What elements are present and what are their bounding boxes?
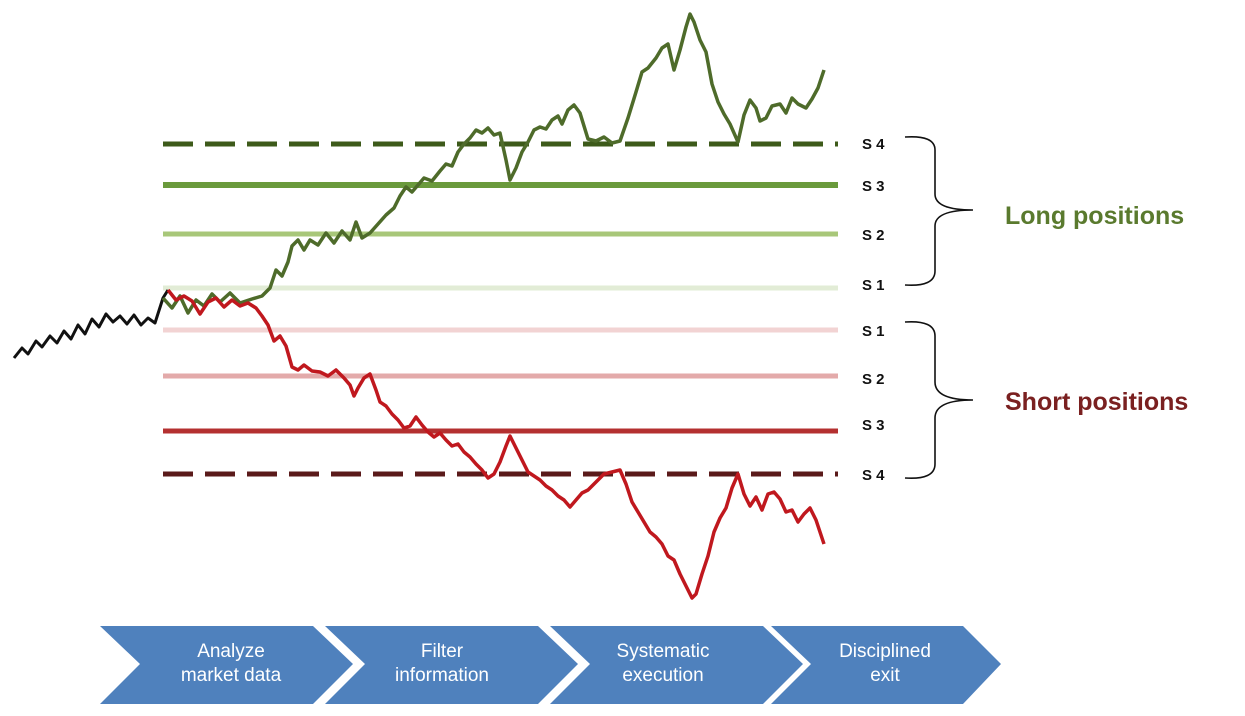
process-step-chevron-1	[100, 626, 353, 704]
long-price-line	[161, 12, 826, 315]
process-step-chevron-2	[325, 626, 578, 704]
history-price-line	[12, 289, 170, 359]
long-level-label-s3: S 3	[862, 178, 885, 195]
short-price-line	[166, 288, 826, 600]
process-step-label-1: Analyze market data	[180, 641, 282, 686]
process-step-label-2: Filter information	[395, 641, 489, 686]
short-positions-label: Short positions	[1005, 388, 1188, 416]
long-positions-label: Long positions	[1005, 202, 1184, 230]
short-level-label-s1: S 1	[862, 323, 885, 340]
long-level-label-s2: S 2	[862, 227, 885, 244]
process-step-chevron-3	[550, 626, 803, 704]
short-level-label-s4: S 4	[862, 467, 885, 484]
short-levels	[163, 327, 838, 477]
long-level-label-s4: S 4	[862, 136, 885, 153]
long-level-label-s1: S 1	[862, 277, 885, 294]
long-brace	[904, 135, 974, 287]
process-flow	[100, 626, 1001, 704]
process-step-label-4: Disciplined exit	[839, 641, 931, 686]
short-level-label-s2: S 2	[862, 371, 885, 388]
short-level-label-s3: S 3	[862, 417, 885, 434]
process-step-chevron-4	[771, 626, 1001, 704]
long-levels	[163, 141, 838, 291]
process-step-label-3: Systematic execution	[616, 641, 710, 686]
short-brace	[904, 320, 974, 480]
